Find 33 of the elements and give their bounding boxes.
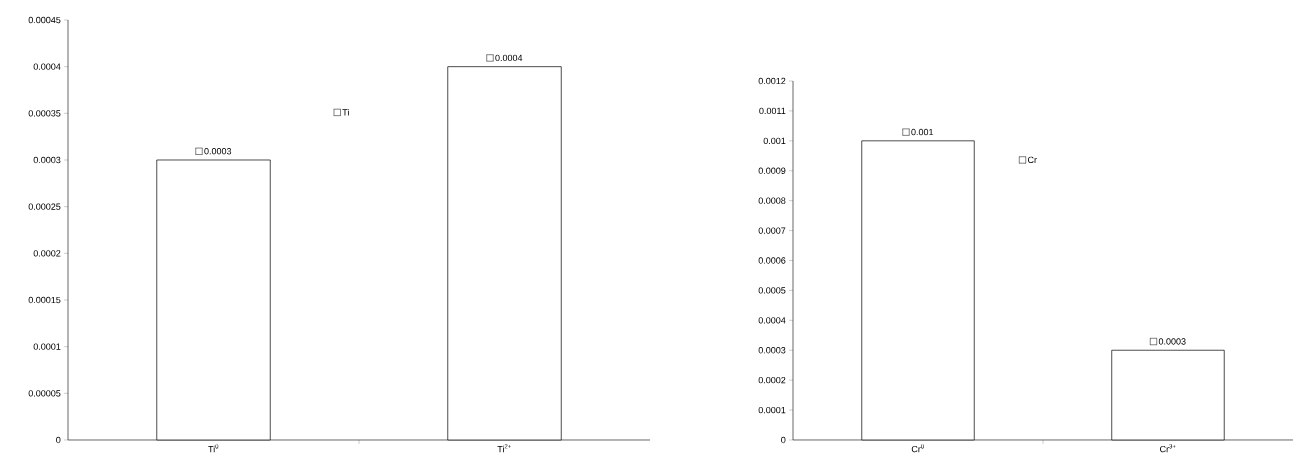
y-tick-label: 0.0002 bbox=[758, 376, 786, 384]
data-label: 0.0003 bbox=[1158, 338, 1186, 345]
data-label: 0.0004 bbox=[495, 54, 523, 62]
y-tick-label: 0.0005 bbox=[758, 287, 786, 294]
y-tick-label: 0.0011 bbox=[759, 107, 786, 115]
y-tick-label: 0.00035 bbox=[28, 110, 61, 117]
legend-label: Ti bbox=[342, 108, 349, 116]
y-tick-label: 0.0006 bbox=[758, 257, 786, 264]
y-tick-label: 0 bbox=[56, 436, 61, 444]
y-tick-label: 0.0008 bbox=[758, 197, 786, 204]
y-tick-label: 0 bbox=[781, 436, 786, 444]
y-tick-label: 0.0004 bbox=[758, 317, 786, 324]
y-tick-label: 0.0003 bbox=[33, 156, 61, 164]
y-tick-label: 0.00045 bbox=[28, 16, 61, 24]
y-tick-label: 0.0012 bbox=[758, 77, 786, 85]
y-tick-label: 0.0003 bbox=[758, 347, 786, 354]
y-tick-label: 0.0007 bbox=[758, 227, 786, 234]
y-tick-label: 0.001 bbox=[763, 137, 786, 145]
y-tick-label: 0.0004 bbox=[33, 63, 61, 70]
y-tick-label: 0.0009 bbox=[758, 167, 786, 174]
y-tick-label: 0.0002 bbox=[33, 250, 61, 257]
data-label: 0.001 bbox=[911, 128, 934, 136]
y-tick-label: 0.00015 bbox=[28, 296, 61, 304]
x-tick-label: Ti$^{0}$ bbox=[208, 444, 219, 453]
y-tick-label: 0.00005 bbox=[28, 390, 61, 397]
y-tick-label: 0.0001 bbox=[33, 343, 61, 350]
x-tick-label: Cr$^{3+}$ bbox=[1160, 444, 1176, 453]
y-tick-label: 0.00025 bbox=[28, 203, 61, 210]
data-label: 0.0003 bbox=[204, 148, 232, 155]
legend-label: Cr bbox=[1027, 156, 1037, 164]
y-tick-label: 0.0001 bbox=[758, 406, 786, 414]
x-tick-label: Cr$^{0}$ bbox=[911, 444, 924, 453]
x-tick-label: Ti$^{2+}$ bbox=[497, 444, 511, 453]
